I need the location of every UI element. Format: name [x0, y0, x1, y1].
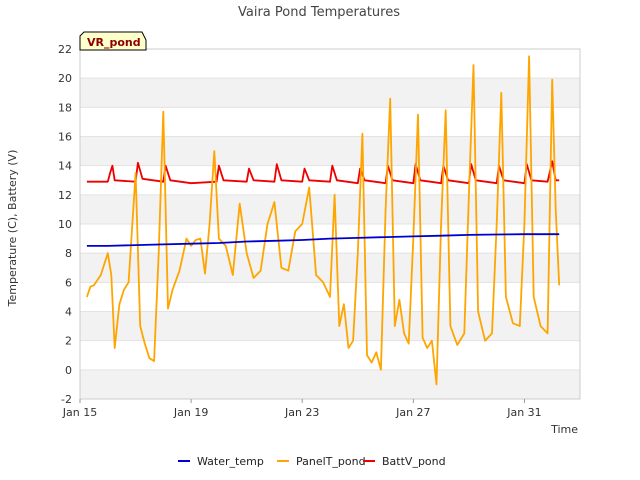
x-tick-label: Jan 15	[62, 406, 97, 419]
grid-band	[80, 311, 580, 341]
plot-frame	[79, 48, 581, 400]
y-tick-label: 2	[65, 335, 72, 348]
x-tick-label: Jan 27	[395, 406, 430, 419]
grid-band	[80, 369, 580, 399]
y-tick-label: 20	[58, 72, 72, 85]
y-tick-label: 12	[58, 189, 72, 202]
grid-band	[80, 136, 580, 166]
legend-label: PanelT_pond	[296, 455, 366, 468]
x-axis-title: Time	[550, 423, 578, 436]
y-tick-label: 4	[65, 306, 72, 319]
x-tick-label: Jan 19	[173, 406, 208, 419]
x-tick-label: Jan 23	[284, 406, 319, 419]
y-tick-label: -2	[61, 393, 72, 406]
legend-label: BattV_pond	[382, 455, 446, 468]
y-tick-label: 22	[58, 43, 72, 56]
y-tick-label: 16	[58, 131, 72, 144]
series-line-water-temp	[86, 233, 560, 247]
y-tick-label: 8	[65, 247, 72, 260]
station-tag-box	[79, 31, 147, 51]
y-tick-label: 10	[58, 218, 72, 231]
y-tick-label: 14	[58, 160, 72, 173]
y-axis-title: Temperature (C), Battery (V)	[6, 150, 19, 308]
chart-title: Vaira Pond Temperatures	[238, 5, 400, 20]
legend: Water_temp PanelT_pond BattV_pond	[178, 455, 446, 468]
grid-band	[80, 78, 580, 108]
station-tag-label: VR_pond	[87, 36, 141, 49]
series-line-panelt-pond	[86, 55, 561, 386]
y-tick-label: 0	[65, 364, 72, 377]
legend-label: Water_temp	[197, 455, 264, 468]
station-tag: VR_pond	[79, 31, 147, 51]
y-tick-label: 18	[58, 101, 72, 114]
x-tick-label: Jan 31	[506, 406, 541, 419]
y-tick-label: 6	[65, 276, 72, 289]
